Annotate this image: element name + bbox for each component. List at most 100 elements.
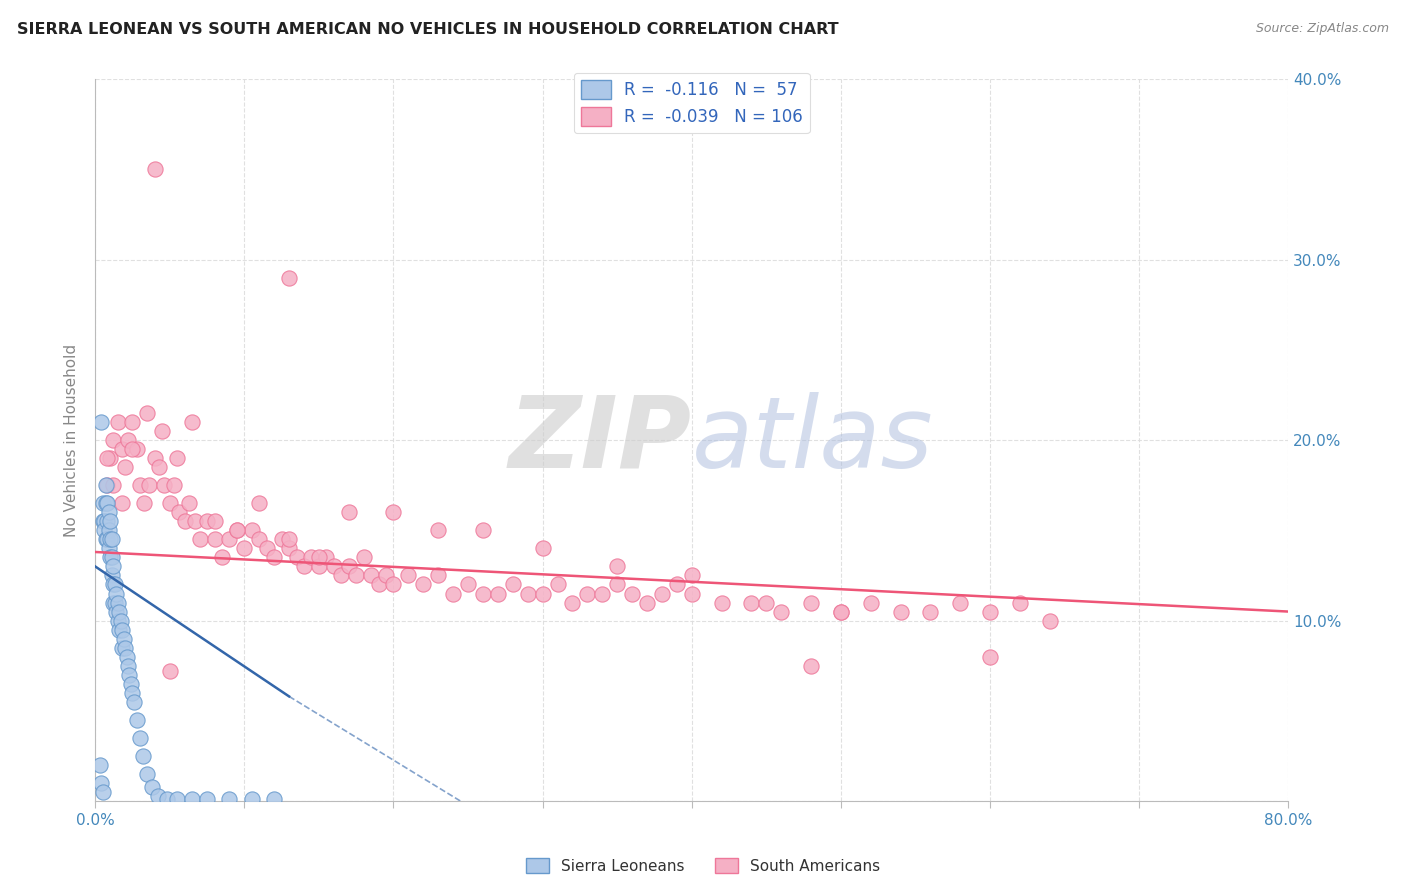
Point — [114, 460, 136, 475]
Point — [591, 586, 613, 600]
Point — [427, 568, 450, 582]
Point — [396, 568, 419, 582]
Point — [105, 605, 128, 619]
Point — [263, 792, 285, 806]
Point — [337, 559, 360, 574]
Point — [472, 524, 495, 538]
Point — [800, 658, 823, 673]
Point — [93, 524, 115, 538]
Point — [547, 577, 569, 591]
Point — [108, 623, 131, 637]
Point — [240, 792, 263, 806]
Point — [94, 496, 117, 510]
Point — [96, 533, 118, 547]
Point — [107, 595, 129, 609]
Text: Source: ZipAtlas.com: Source: ZipAtlas.com — [1256, 22, 1389, 36]
Point — [382, 577, 405, 591]
Point — [90, 415, 112, 429]
Point — [375, 568, 398, 582]
Legend: Sierra Leoneans, South Americans: Sierra Leoneans, South Americans — [520, 852, 886, 880]
Point — [278, 270, 301, 285]
Point — [150, 424, 173, 438]
Point — [531, 586, 554, 600]
Point — [96, 514, 118, 528]
Point — [606, 559, 628, 574]
Point — [103, 595, 125, 609]
Point — [114, 640, 136, 655]
Point — [101, 595, 124, 609]
Point — [233, 541, 256, 556]
Point — [225, 524, 247, 538]
Point — [129, 478, 152, 492]
Point — [367, 577, 389, 591]
Point — [979, 649, 1001, 664]
Point — [360, 568, 382, 582]
Point — [292, 559, 315, 574]
Point — [101, 478, 124, 492]
Point — [115, 649, 138, 664]
Point — [89, 758, 111, 772]
Point — [163, 478, 186, 492]
Point — [129, 731, 152, 745]
Legend: R =  -0.116   N =  57, R =  -0.039   N = 106: R = -0.116 N = 57, R = -0.039 N = 106 — [574, 73, 810, 133]
Point — [606, 577, 628, 591]
Point — [111, 623, 134, 637]
Point — [100, 550, 122, 565]
Point — [167, 505, 190, 519]
Point — [225, 524, 247, 538]
Point — [457, 577, 479, 591]
Point — [94, 478, 117, 492]
Point — [337, 505, 360, 519]
Point — [94, 533, 117, 547]
Point — [117, 433, 139, 447]
Point — [218, 533, 240, 547]
Point — [120, 677, 142, 691]
Point — [740, 595, 762, 609]
Point — [103, 577, 125, 591]
Point — [800, 595, 823, 609]
Point — [97, 505, 120, 519]
Point — [107, 415, 129, 429]
Point — [681, 568, 703, 582]
Point — [96, 451, 118, 466]
Point — [270, 533, 292, 547]
Point — [173, 514, 195, 528]
Point — [125, 442, 148, 456]
Point — [97, 541, 120, 556]
Point — [830, 605, 852, 619]
Point — [117, 658, 139, 673]
Point — [830, 605, 852, 619]
Point — [111, 640, 134, 655]
Point — [308, 559, 330, 574]
Point — [125, 713, 148, 727]
Point — [100, 568, 122, 582]
Point — [353, 550, 375, 565]
Point — [427, 524, 450, 538]
Point — [330, 568, 353, 582]
Point — [195, 514, 218, 528]
Point — [107, 614, 129, 628]
Point — [263, 550, 285, 565]
Point — [665, 577, 688, 591]
Point — [949, 595, 972, 609]
Point — [770, 605, 793, 619]
Point — [132, 749, 155, 764]
Point — [920, 605, 942, 619]
Point — [247, 533, 270, 547]
Point — [636, 595, 658, 609]
Point — [195, 792, 218, 806]
Text: SIERRA LEONEAN VS SOUTH AMERICAN NO VEHICLES IN HOUSEHOLD CORRELATION CHART: SIERRA LEONEAN VS SOUTH AMERICAN NO VEHI… — [17, 22, 838, 37]
Point — [121, 686, 143, 700]
Point — [486, 586, 509, 600]
Point — [531, 541, 554, 556]
Point — [211, 550, 233, 565]
Point — [101, 559, 124, 574]
Point — [322, 559, 344, 574]
Point — [148, 460, 170, 475]
Point — [204, 514, 226, 528]
Point — [96, 496, 118, 510]
Point — [278, 541, 301, 556]
Point — [441, 586, 464, 600]
Point — [412, 577, 434, 591]
Point — [1008, 595, 1031, 609]
